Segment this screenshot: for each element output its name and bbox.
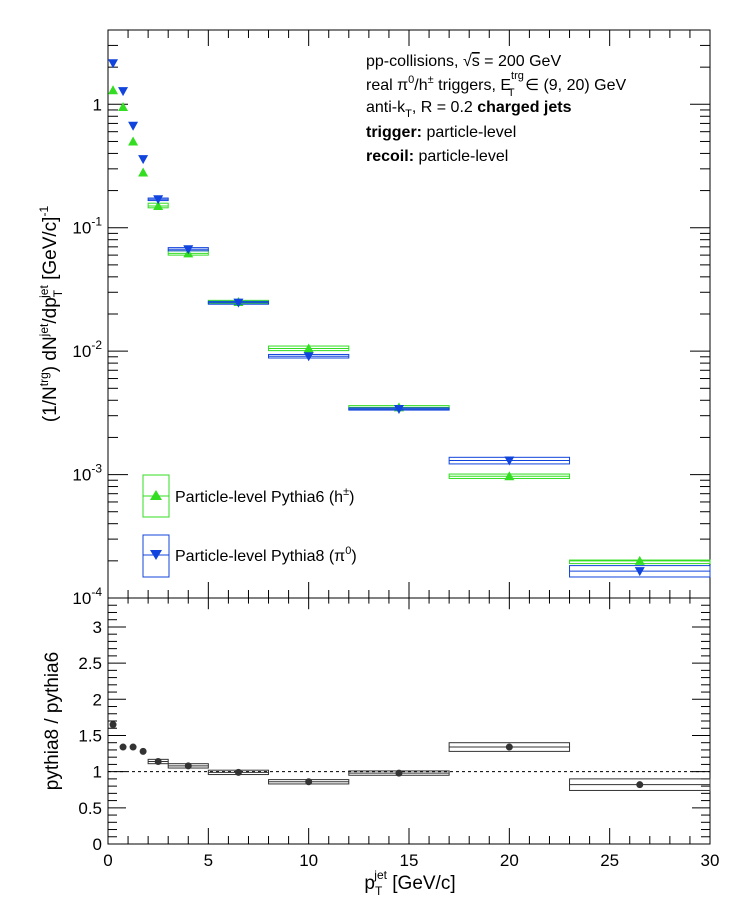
ratio-marker-circle	[184, 762, 192, 770]
bottom-plot-frame	[107, 597, 711, 845]
ratio-marker-circle	[234, 768, 242, 776]
legend: Particle-level Pythia6 (h±) Particle-lev…	[142, 474, 357, 578]
top-y-axis-title: (1/Ntrg) dNjet/dpTjet [GeV/c]-1	[37, 206, 65, 423]
top-series-1	[108, 59, 711, 578]
top-y-tick-label: 10-1	[72, 215, 102, 238]
top-marker-triangle-up	[303, 343, 314, 353]
top-marker-triangle-up	[118, 102, 129, 112]
x-tick-label: 10	[299, 851, 318, 870]
bottom-y-axis-title: pythia8 / pythia6	[42, 652, 63, 790]
legend-entry-pythia6: Particle-level Pythia6 (h±)	[142, 474, 354, 518]
top-marker-triangle-down	[303, 352, 314, 362]
bottom-y-tick-label: 3	[93, 618, 102, 637]
top-marker-triangle-down	[108, 59, 119, 69]
bottom-y-ticks: 0 0.5 1 1.5 2 2.5 3	[78, 597, 710, 854]
top-marker-triangle-down	[153, 195, 164, 205]
bottom-y-tick-label: 0.5	[78, 799, 102, 818]
top-series	[108, 59, 711, 578]
bottom-x-ticks: 0 5 10 15 20 25 30	[103, 598, 719, 870]
top-marker-triangle-down	[118, 87, 129, 97]
top-marker-triangle-down	[183, 245, 194, 255]
x-tick-label: 0	[103, 851, 112, 870]
bottom-y-tick-label: 2	[93, 690, 102, 709]
top-marker-triangle-up	[504, 471, 515, 481]
ratio-marker-circle	[154, 758, 162, 766]
bottom-y-tick-label: 2.5	[78, 654, 102, 673]
ratio-panel: 0 0.5 1 1.5 2 2.5 3 0 5 10 15 20 25 30 pythia8 / pyt…	[42, 597, 719, 898]
x-tick-label: 15	[400, 851, 419, 870]
legend-label-pythia8: Particle-level Pythia8 (π0)	[175, 545, 357, 565]
top-marker-triangle-up	[138, 167, 149, 177]
annotation-line-triggers: real π0/h± triggers, Etrg T ∈ (9, 20) GeV	[366, 70, 626, 99]
ratio-marker-circle	[636, 781, 644, 789]
x-tick-label: 5	[204, 851, 213, 870]
top-y-tick-label: 10-3	[72, 462, 102, 485]
ratio-marker-circle	[119, 743, 127, 751]
bottom-y-tick-label: 1	[93, 763, 102, 782]
ratio-marker-circle	[305, 778, 313, 786]
bottom-y-tick-label: 1.5	[78, 726, 102, 745]
ratio-marker-circle	[505, 743, 513, 751]
annotation-line-recoil-level: recoil: particle-level	[366, 148, 508, 165]
top-marker-triangle-down	[233, 298, 244, 308]
top-y-tick-label: 10-4	[72, 585, 102, 608]
spectrum-panel: 10-4 10-3 10-2 10-1 1 (1/Ntrg) dNjet/dpTjet …	[37, 29, 711, 608]
legend-entry-pythia8: Particle-level Pythia8 (π0)	[142, 534, 357, 578]
top-marker-triangle-up	[634, 555, 645, 565]
annotation-block: pp-collisions, √s = 200 GeV real π0/h± t…	[366, 53, 626, 165]
ratio-marker-circle	[395, 769, 403, 777]
sqrt-sign: √	[463, 53, 472, 70]
ratio-series-0	[109, 721, 711, 791]
top-x-ticks	[107, 30, 711, 598]
top-marker-triangle-down	[393, 404, 404, 414]
x-axis-title: pTjet [GeV/c]	[364, 868, 455, 898]
annotation-line-collisions: pp-collisions, √s = 200 GeV	[366, 53, 561, 70]
x-tick-label: 20	[500, 851, 519, 870]
top-marker-triangle-down	[128, 121, 139, 131]
annotation-line-trigger-level: trigger: particle-level	[366, 124, 516, 141]
top-marker-triangle-down	[634, 567, 645, 577]
top-marker-triangle-up	[108, 85, 119, 95]
ratio-marker-circle	[139, 747, 147, 755]
ratio-series	[109, 721, 711, 791]
x-tick-label: 25	[600, 851, 619, 870]
top-marker-triangle-down	[504, 456, 515, 466]
top-y-tick-label: 10-2	[72, 338, 102, 361]
x-tick-label: 30	[701, 851, 720, 870]
legend-marker-pythia6-triangle-up-icon	[150, 490, 162, 500]
top-marker-triangle-up	[128, 136, 139, 146]
ratio-marker-circle	[129, 743, 137, 751]
top-marker-triangle-down	[138, 155, 149, 165]
top-y-ticks: 10-4 10-3 10-2 10-1 1	[72, 29, 710, 608]
legend-swatch-pythia8	[142, 534, 170, 578]
bottom-y-tick-label: 0	[93, 835, 102, 854]
legend-label-pythia6: Particle-level Pythia6 (h±)	[175, 486, 354, 506]
top-marker-triangle-up	[153, 200, 164, 210]
top-y-tick-label: 1	[93, 95, 102, 114]
legend-marker-pythia8-triangle-down-icon	[150, 550, 162, 560]
ratio-marker-circle	[109, 721, 117, 729]
annotation-line-jets: anti-kT, R = 0.2 charged jets	[366, 99, 572, 120]
